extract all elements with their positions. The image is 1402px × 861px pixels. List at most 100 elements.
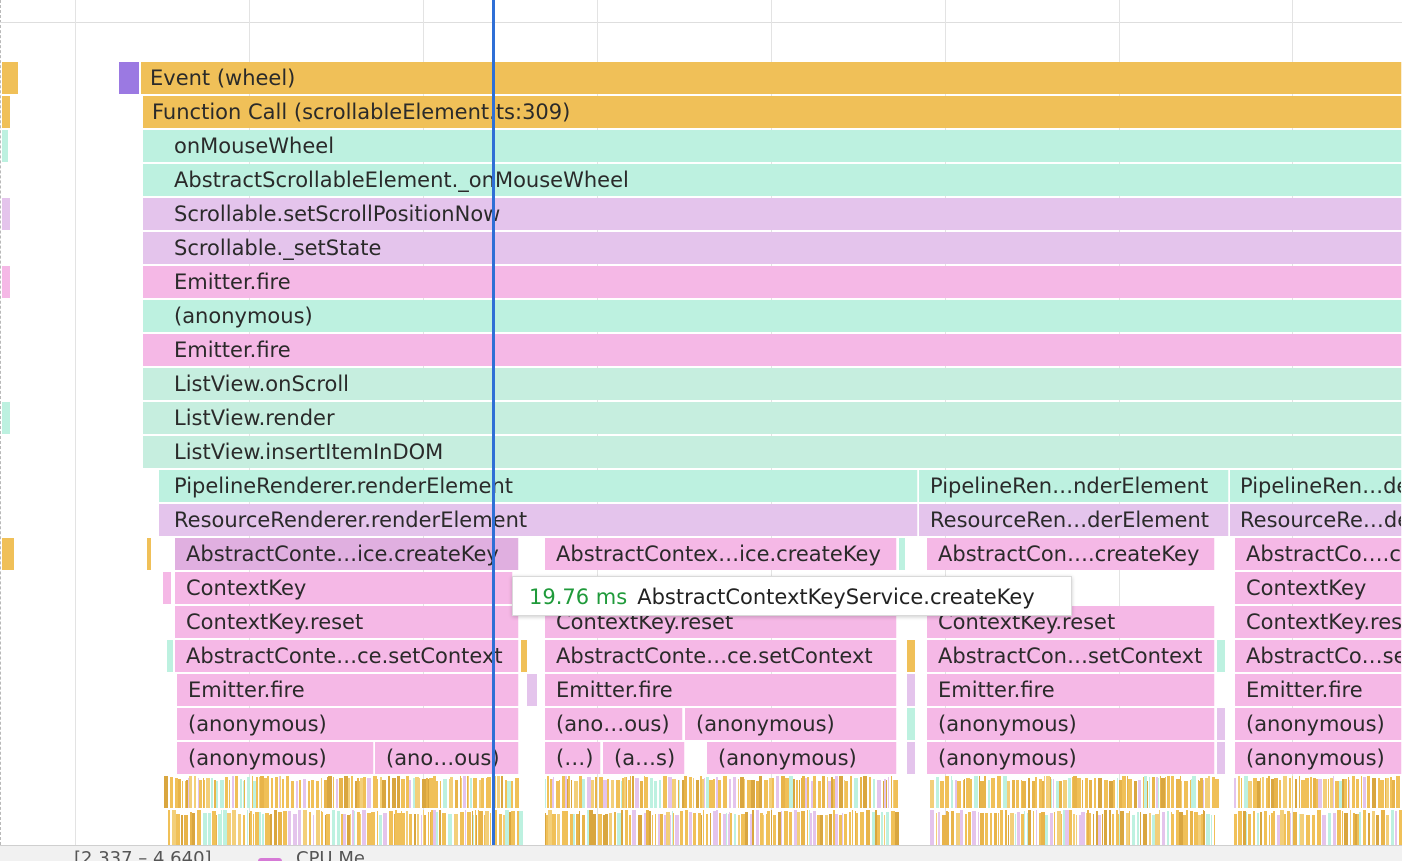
leaf-calls-cluster[interactable]	[1234, 776, 1402, 808]
leaf-call-stripe	[321, 811, 322, 845]
leaf-call-stripe	[220, 780, 224, 808]
leaf-call-stripe	[1310, 777, 1312, 808]
flame-bar-context-key-reset[interactable]: ContextKey.res	[1235, 606, 1402, 638]
leaf-call-stripe	[1330, 778, 1333, 808]
flame-bar-anonymous[interactable]: (anonymous)	[927, 742, 1215, 774]
leaf-calls-cluster[interactable]	[930, 776, 1219, 808]
flame-bar-emitter-fire[interactable]: Emitter.fire	[177, 674, 519, 706]
leaf-calls-cluster[interactable]	[930, 810, 1216, 845]
call-sliver[interactable]	[147, 538, 151, 570]
leaf-call-stripe	[371, 812, 375, 845]
flame-bar-pipeline-render-element[interactable]: PipelineRen…nderElement	[919, 470, 1229, 502]
flame-bar-set-context[interactable]: AbstractConte…ce.setContext	[175, 640, 519, 672]
leaf-call-stripe	[433, 810, 436, 845]
event-marker[interactable]	[119, 62, 139, 94]
leaf-calls-cluster[interactable]	[545, 810, 899, 845]
leaf-call-stripe	[397, 776, 400, 808]
flame-bar-pipeline-render-element[interactable]: PipelineRen…de	[1230, 470, 1402, 502]
leaf-call-stripe	[1162, 812, 1165, 845]
event-sliver[interactable]	[2, 62, 18, 94]
event-sliver[interactable]	[2, 96, 10, 128]
call-sliver[interactable]	[2, 538, 14, 570]
leaf-call-stripe	[355, 781, 357, 808]
flame-bar-list-view-render[interactable]: ListView.render	[143, 402, 1402, 434]
call-sliver[interactable]	[527, 674, 537, 706]
flame-bar-set-state[interactable]: Scrollable._setState	[143, 232, 1402, 264]
leaf-calls-cluster[interactable]	[168, 810, 523, 845]
call-sliver[interactable]	[2, 198, 10, 230]
flame-bar-emitter-fire[interactable]: Emitter.fire	[545, 674, 897, 706]
call-sliver[interactable]	[899, 538, 905, 570]
flame-bar-set-context[interactable]: AbstractConte…ce.setContext	[545, 640, 897, 672]
leaf-calls-cluster[interactable]	[164, 776, 520, 808]
flame-bar-context-key[interactable]: ContextKey	[1235, 572, 1402, 604]
flame-bar-create-key[interactable]: AbstractCon….createKey	[927, 538, 1215, 570]
flame-bar-anonymous[interactable]: (ano…ous)	[375, 742, 519, 774]
flame-bar-anonymous[interactable]: (anonymous)	[1235, 742, 1402, 774]
leaf-call-stripe	[212, 811, 216, 845]
call-sliver[interactable]	[907, 742, 915, 774]
call-sliver[interactable]	[2, 266, 10, 298]
flame-bar-anonymous[interactable]: (anonymous)	[707, 742, 897, 774]
flame-bar-resource-render-element[interactable]: ResourceRenderer.renderElement	[159, 504, 918, 536]
leaf-calls-cluster[interactable]	[545, 776, 898, 808]
call-sliver[interactable]	[163, 572, 171, 604]
flame-bar-anonymous[interactable]: (anonymous)	[177, 708, 519, 740]
leaf-call-stripe	[181, 815, 183, 845]
flame-bar-emitter-fire[interactable]: Emitter.fire	[143, 266, 1402, 298]
leaf-call-stripe	[1268, 776, 1270, 808]
flame-bar-anonymous[interactable]: (a…s)	[603, 742, 685, 774]
flame-bar-anonymous[interactable]: (anonymous)	[927, 708, 1215, 740]
flame-bar-set-scroll-position[interactable]: Scrollable.setScrollPositionNow	[143, 198, 1402, 230]
flame-bar-list-view-on-scroll[interactable]: ListView.onScroll	[143, 368, 1402, 400]
flame-bar-set-context[interactable]: AbstractCon…setContext	[927, 640, 1215, 672]
flame-bar-emitter-fire[interactable]: Emitter.fire	[1235, 674, 1402, 706]
call-sliver[interactable]	[1217, 708, 1225, 740]
leaf-calls-cluster[interactable]	[1234, 810, 1402, 845]
call-sliver[interactable]	[907, 674, 915, 706]
flame-bar-create-key[interactable]: AbstractContex…ice.createKey	[545, 538, 897, 570]
call-sliver[interactable]	[1217, 640, 1225, 672]
flame-bar-scrollable-on-mouse-wheel[interactable]: AbstractScrollableElement._onMouseWheel	[143, 164, 1402, 196]
leaf-call-stripe	[166, 776, 168, 808]
leaf-call-stripe	[460, 812, 464, 845]
flame-bar-on-mouse-wheel[interactable]: onMouseWheel	[143, 130, 1402, 162]
call-sliver[interactable]	[521, 640, 527, 672]
flame-bar-context-key-reset[interactable]: ContextKey.reset	[175, 606, 519, 638]
leaf-call-stripe	[264, 778, 267, 808]
flame-bar-function-call[interactable]: Function Call (scrollableElement.ts:309)	[143, 96, 1402, 128]
time-cursor-line[interactable]	[492, 0, 495, 845]
leaf-call-stripe	[1391, 810, 1394, 845]
flame-bar-create-key-selected[interactable]: AbstractConte…ice.createKey	[175, 538, 519, 570]
flame-bar-emitter-fire[interactable]: Emitter.fire	[927, 674, 1215, 706]
call-sliver[interactable]	[907, 640, 915, 672]
flame-bar-set-context[interactable]: AbstractCo…se	[1235, 640, 1402, 672]
flame-bar-event-wheel[interactable]: Event (wheel)	[141, 62, 1402, 94]
flame-bar-resource-render-element[interactable]: ResourceRe…de	[1230, 504, 1402, 536]
flame-bar-anonymous[interactable]: (anonymous)	[1235, 708, 1402, 740]
call-sliver[interactable]	[2, 402, 10, 434]
flame-bar-anonymous[interactable]: (…)	[545, 742, 601, 774]
flame-bar-resource-render-element[interactable]: ResourceRen…derElement	[919, 504, 1229, 536]
flame-bar-create-key[interactable]: AbstractCo….c	[1235, 538, 1402, 570]
call-sliver[interactable]	[2, 130, 8, 162]
leaf-call-stripe	[443, 779, 447, 808]
leaf-call-stripe	[473, 815, 474, 845]
flame-bar-anonymous[interactable]: (anonymous)	[685, 708, 897, 740]
call-sliver[interactable]	[907, 708, 915, 740]
leaf-call-stripe	[409, 780, 411, 808]
leaf-call-stripe	[670, 815, 671, 845]
flame-bar-anonymous[interactable]: (anonymous)	[143, 300, 1402, 332]
flame-bar-insert-item-in-dom[interactable]: ListView.insertItemInDOM	[143, 436, 1402, 468]
call-sliver[interactable]	[1217, 742, 1225, 774]
flame-bar-anonymous[interactable]: (anonymous)	[177, 742, 374, 774]
flame-bar-pipeline-render-element[interactable]: PipelineRenderer.renderElement	[159, 470, 918, 502]
flame-bar-anonymous[interactable]: (ano…ous)	[545, 708, 683, 740]
flame-bar-emitter-fire[interactable]: Emitter.fire	[143, 334, 1402, 366]
leaf-call-stripe	[1260, 812, 1262, 845]
leaf-call-stripe	[603, 780, 607, 808]
leaf-call-stripe	[1244, 776, 1248, 808]
flame-bar-context-key[interactable]: ContextKey	[175, 572, 513, 604]
call-sliver[interactable]	[167, 640, 173, 672]
